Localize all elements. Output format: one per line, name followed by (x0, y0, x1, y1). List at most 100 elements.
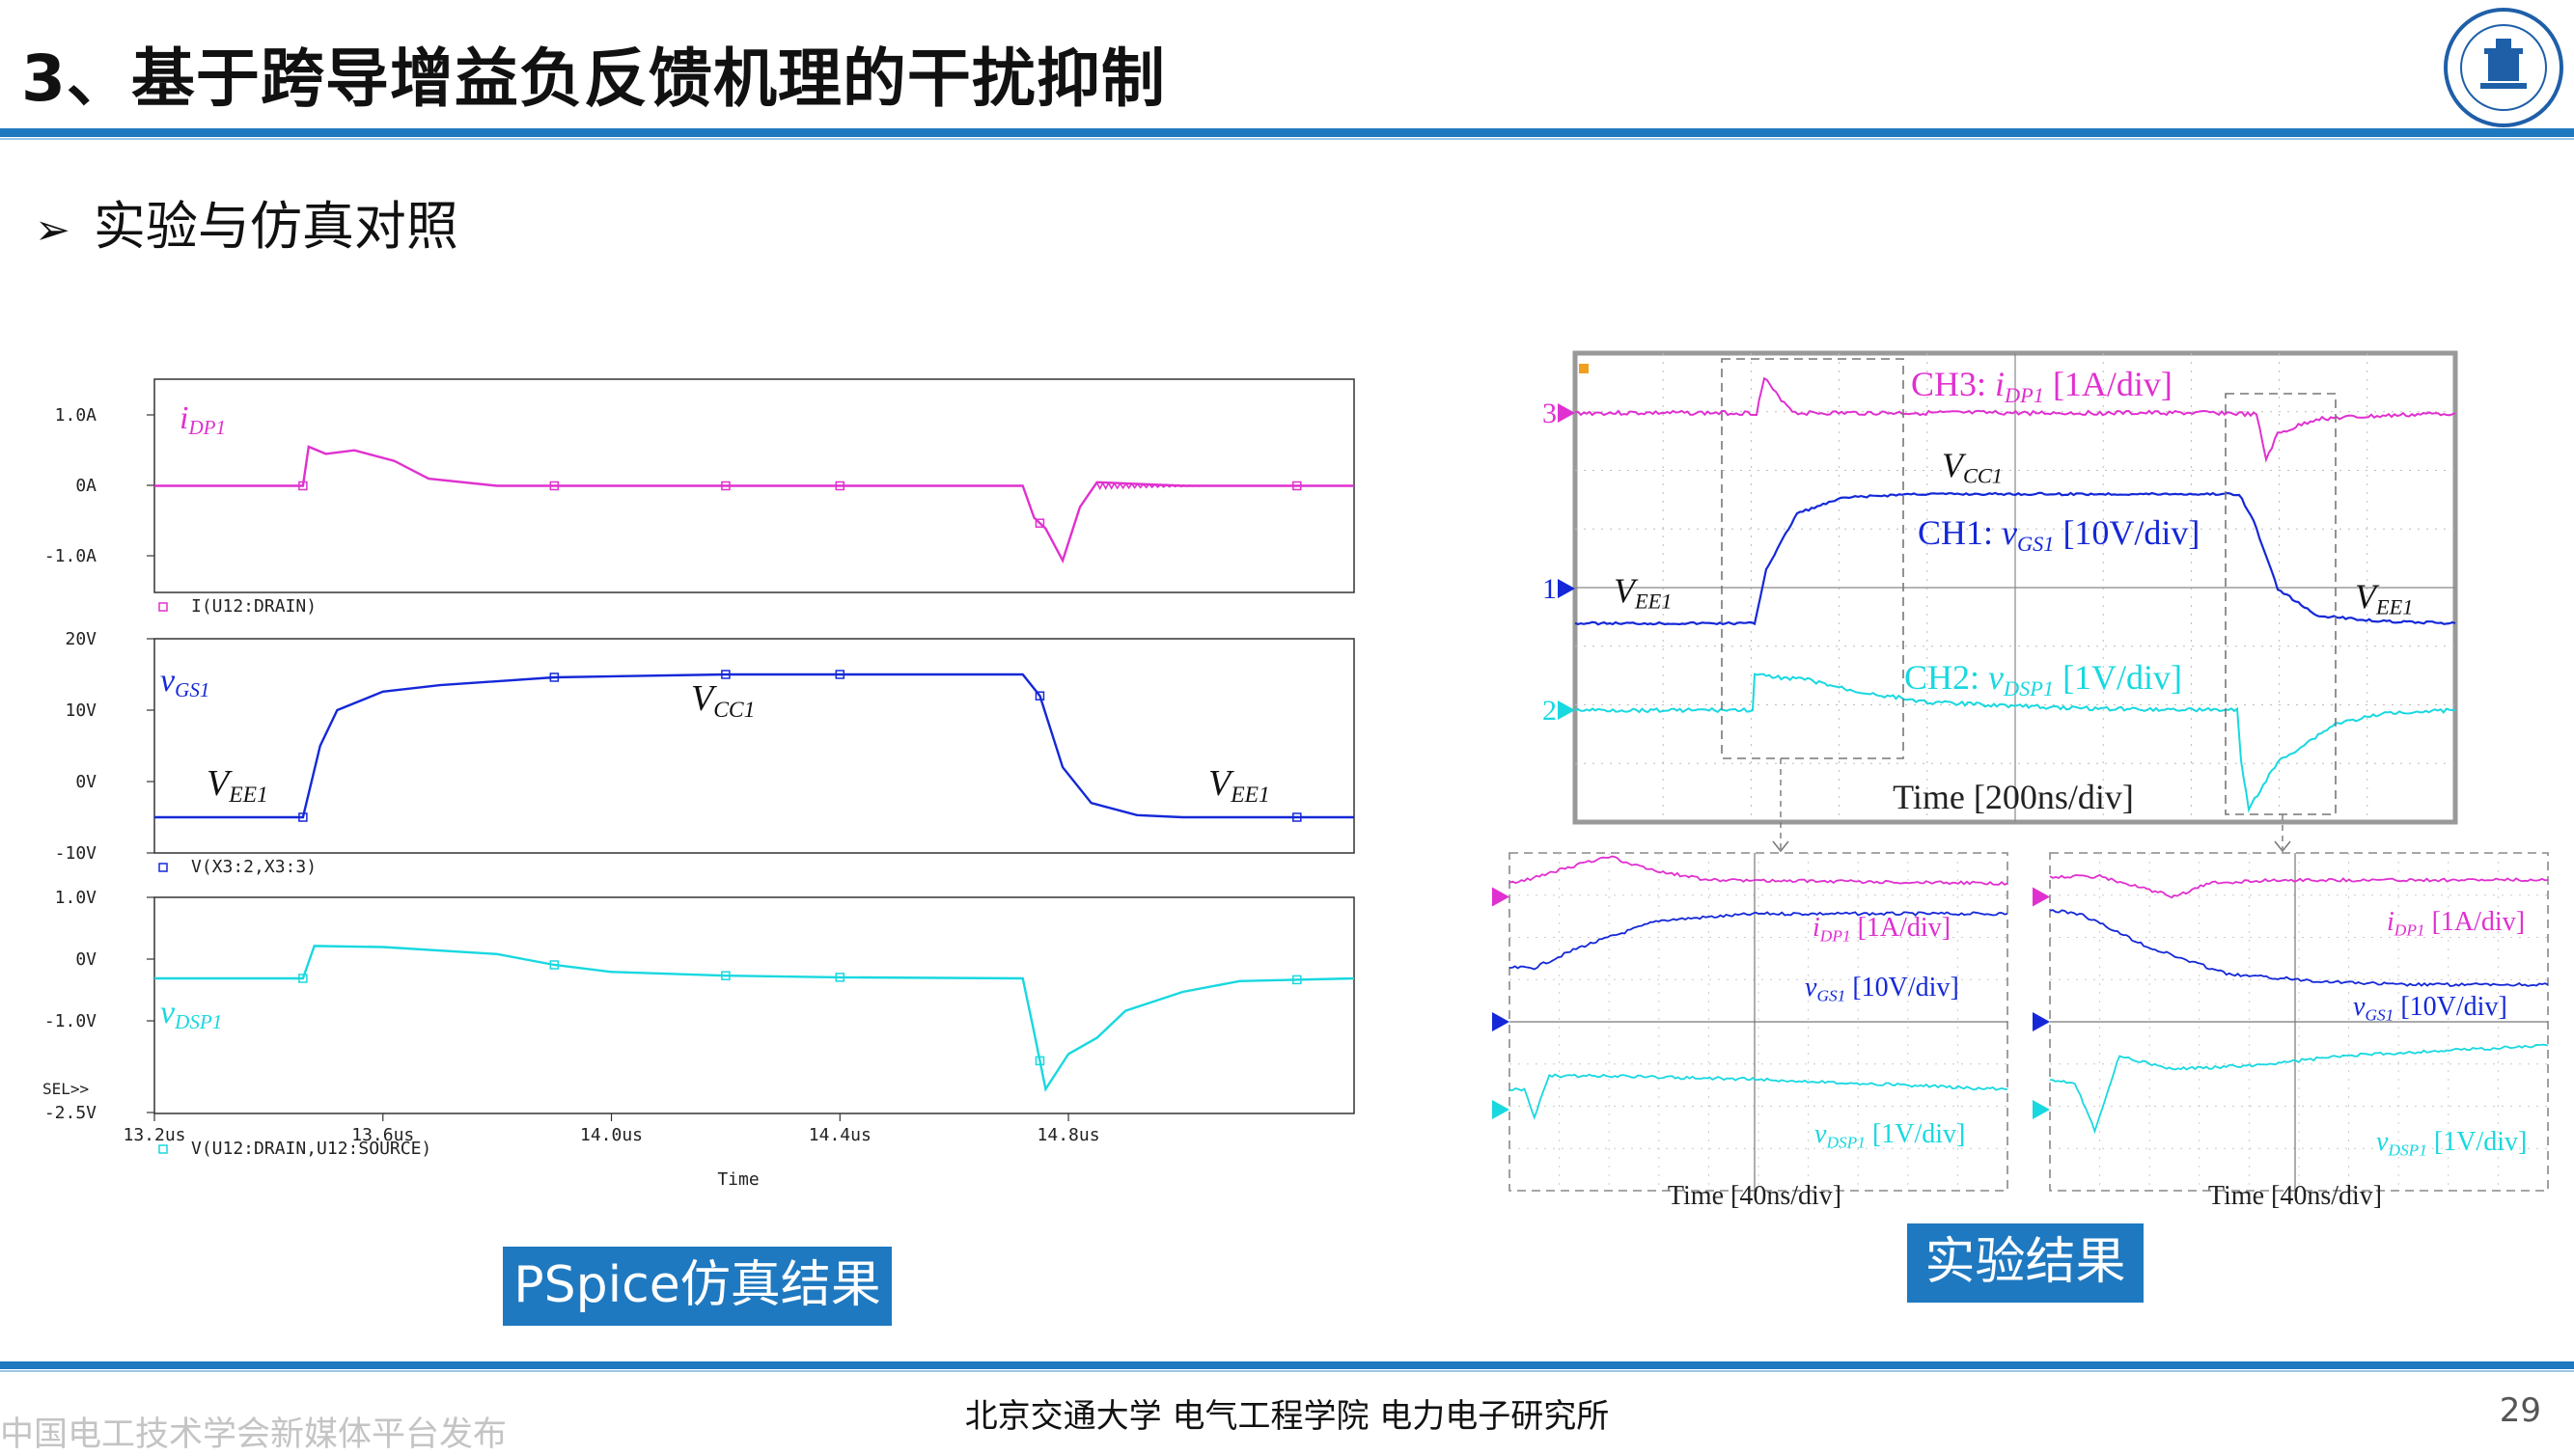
zoom-trace-turn-on (1508, 1073, 2008, 1120)
ytick-gate: 0V (75, 772, 97, 792)
zoom-trace-turn-off (2049, 1043, 2549, 1135)
waveform-current (154, 445, 1354, 563)
legend-symbol-drain (158, 1144, 168, 1154)
scope-channel-marker-icon (1558, 403, 1575, 423)
waveform-gate (154, 673, 1354, 819)
label-vee1-right: VEE1 (1208, 763, 1270, 808)
zoom-trace-turn-on (1508, 911, 2008, 971)
scope-label-vcc1: VCC1 (1942, 446, 2003, 487)
watermark: 中国电工技术学会新媒体平台发布 (0, 1415, 508, 1454)
experiment-label: 实验结果 (1907, 1223, 2144, 1303)
legend-symbol-gate (158, 863, 168, 872)
scope-channel-number: 2 (1542, 695, 1557, 727)
zoom-trace-turn-off (2049, 873, 2549, 899)
marker-drain (298, 974, 308, 983)
zoom-channel-marker-icon (1492, 1100, 1509, 1119)
marker-current (721, 481, 731, 491)
xtick-label: 14.0us (580, 1125, 643, 1145)
label-vcc1: VCC1 (691, 678, 755, 723)
legend-current: I(U12:DRAIN) (191, 596, 317, 617)
scope-label-vee1-left: VEE1 (1614, 571, 1672, 613)
footer-text: 北京交通大学 电气工程学院 电力电子研究所 (964, 1397, 1610, 1436)
zoom-box-turn-off (2225, 393, 2337, 815)
zoom-channel-marker-icon (2033, 1100, 2050, 1119)
ytick-drain: 1.0V (55, 888, 97, 908)
scope-channel-marker-icon (1558, 579, 1575, 598)
scope-channel-number: 1 (1542, 573, 1557, 605)
zoom-box-turn-on (1721, 358, 1904, 759)
zoom-arrow-icon (1772, 840, 1789, 853)
xtick-label: 14.4us (809, 1125, 872, 1145)
scope-trigger-icon (1579, 364, 1589, 373)
legend-symbol-current (158, 602, 168, 612)
plot-frame-gate (153, 638, 1355, 854)
pspice-label: PSpice仿真结果 (503, 1247, 892, 1326)
header-divider-thin (0, 138, 2574, 140)
marker-drain (1292, 975, 1302, 985)
zoom-label-turn-on: vDSP1 [1V/div] (1814, 1119, 1965, 1152)
legend-drain: V(U12:DRAIN,U12:SOURCE) (191, 1139, 431, 1159)
arrow-bullet-icon: ➢ (35, 206, 70, 255)
ytick-drain: -2.5V (44, 1103, 97, 1123)
ytick-gate: 10V (65, 701, 97, 721)
label-vgs1: vGS1 (160, 663, 209, 701)
waveform-drain (154, 945, 1355, 1092)
marker-current (835, 481, 845, 491)
marker-gate (835, 670, 845, 679)
marker-current (298, 481, 308, 491)
ytick-gate: -10V (55, 843, 97, 864)
zoom-arrow-icon (2274, 840, 2291, 853)
marker-drain (721, 971, 731, 980)
marker-gate (721, 670, 731, 679)
marker-gate (1292, 812, 1302, 822)
scope-channel-marker-icon (1558, 701, 1575, 720)
bullet-text: 实验与仿真对照 (93, 196, 458, 257)
marker-drain (1035, 1056, 1045, 1066)
zoom-channel-marker-icon (1492, 1012, 1509, 1031)
zoom-time-label: Time [40ns/div] (1668, 1181, 1841, 1211)
footer-divider (0, 1361, 2574, 1369)
scope-label-ch1: CH1: vGS1 [10V/div] (1918, 513, 2200, 556)
header-divider (0, 128, 2574, 137)
marker-gate (549, 673, 560, 682)
label-idp1: iDP1 (180, 400, 226, 439)
xtick-label: 13.6us (351, 1125, 414, 1145)
zoom-label-turn-off: vGS1 [10V/div] (2353, 992, 2507, 1025)
label-vee1-left: VEE1 (207, 763, 268, 808)
zoom-label-turn-off: vDSP1 [1V/div] (2376, 1127, 2527, 1160)
marker-current (1035, 518, 1045, 528)
marker-current (1292, 481, 1302, 491)
x-axis-label: Time (717, 1169, 759, 1190)
zoom-trace-turn-off (2049, 909, 2549, 987)
zoom-channel-marker-icon (1492, 887, 1509, 907)
page-title: 3、基于跨导增益负反馈机理的干扰抑制 (21, 41, 1166, 116)
ytick-drain: 0V (75, 949, 97, 970)
ringing-current (1095, 481, 1210, 491)
zoom-label-turn-on: vGS1 [10V/div] (1805, 973, 1959, 1005)
legend-gate: V(X3:2,X3:3) (191, 857, 317, 877)
zoom-time-label: Time [40ns/div] (2208, 1181, 2382, 1211)
marker-gate (1035, 691, 1045, 701)
ytick-current: -1.0A (44, 546, 97, 566)
scope-time-label: Time [200ns/div] (1893, 778, 2134, 816)
scope-label-ch2: CH2: vDSP1 [1V/div] (1904, 658, 2182, 701)
zoom-channel-marker-icon (2033, 887, 2050, 907)
footer-divider-thin (0, 1370, 2574, 1372)
ytick-gate: 20V (65, 629, 97, 649)
plot-frame-drain (153, 896, 1355, 1114)
scope-trace-ch1 (1574, 491, 2456, 626)
scope-label-vee1-right: VEE1 (2355, 577, 2413, 618)
xtick-label: 14.8us (1038, 1125, 1100, 1145)
marker-drain (835, 973, 845, 982)
university-logo (2444, 8, 2563, 127)
ytick-current: 0A (75, 476, 97, 496)
zoom-label-turn-on: iDP1 [1A/div] (1813, 913, 1951, 946)
xtick-label: 13.2us (123, 1125, 185, 1145)
marker-current (549, 481, 560, 491)
ytick-current: 1.0A (55, 405, 97, 426)
label-vdsp1: vDSP1 (160, 995, 222, 1033)
scope-channel-number: 3 (1542, 398, 1557, 429)
ytick-drain: -1.0V (44, 1011, 97, 1031)
zoom-channel-marker-icon (2033, 1012, 2050, 1031)
